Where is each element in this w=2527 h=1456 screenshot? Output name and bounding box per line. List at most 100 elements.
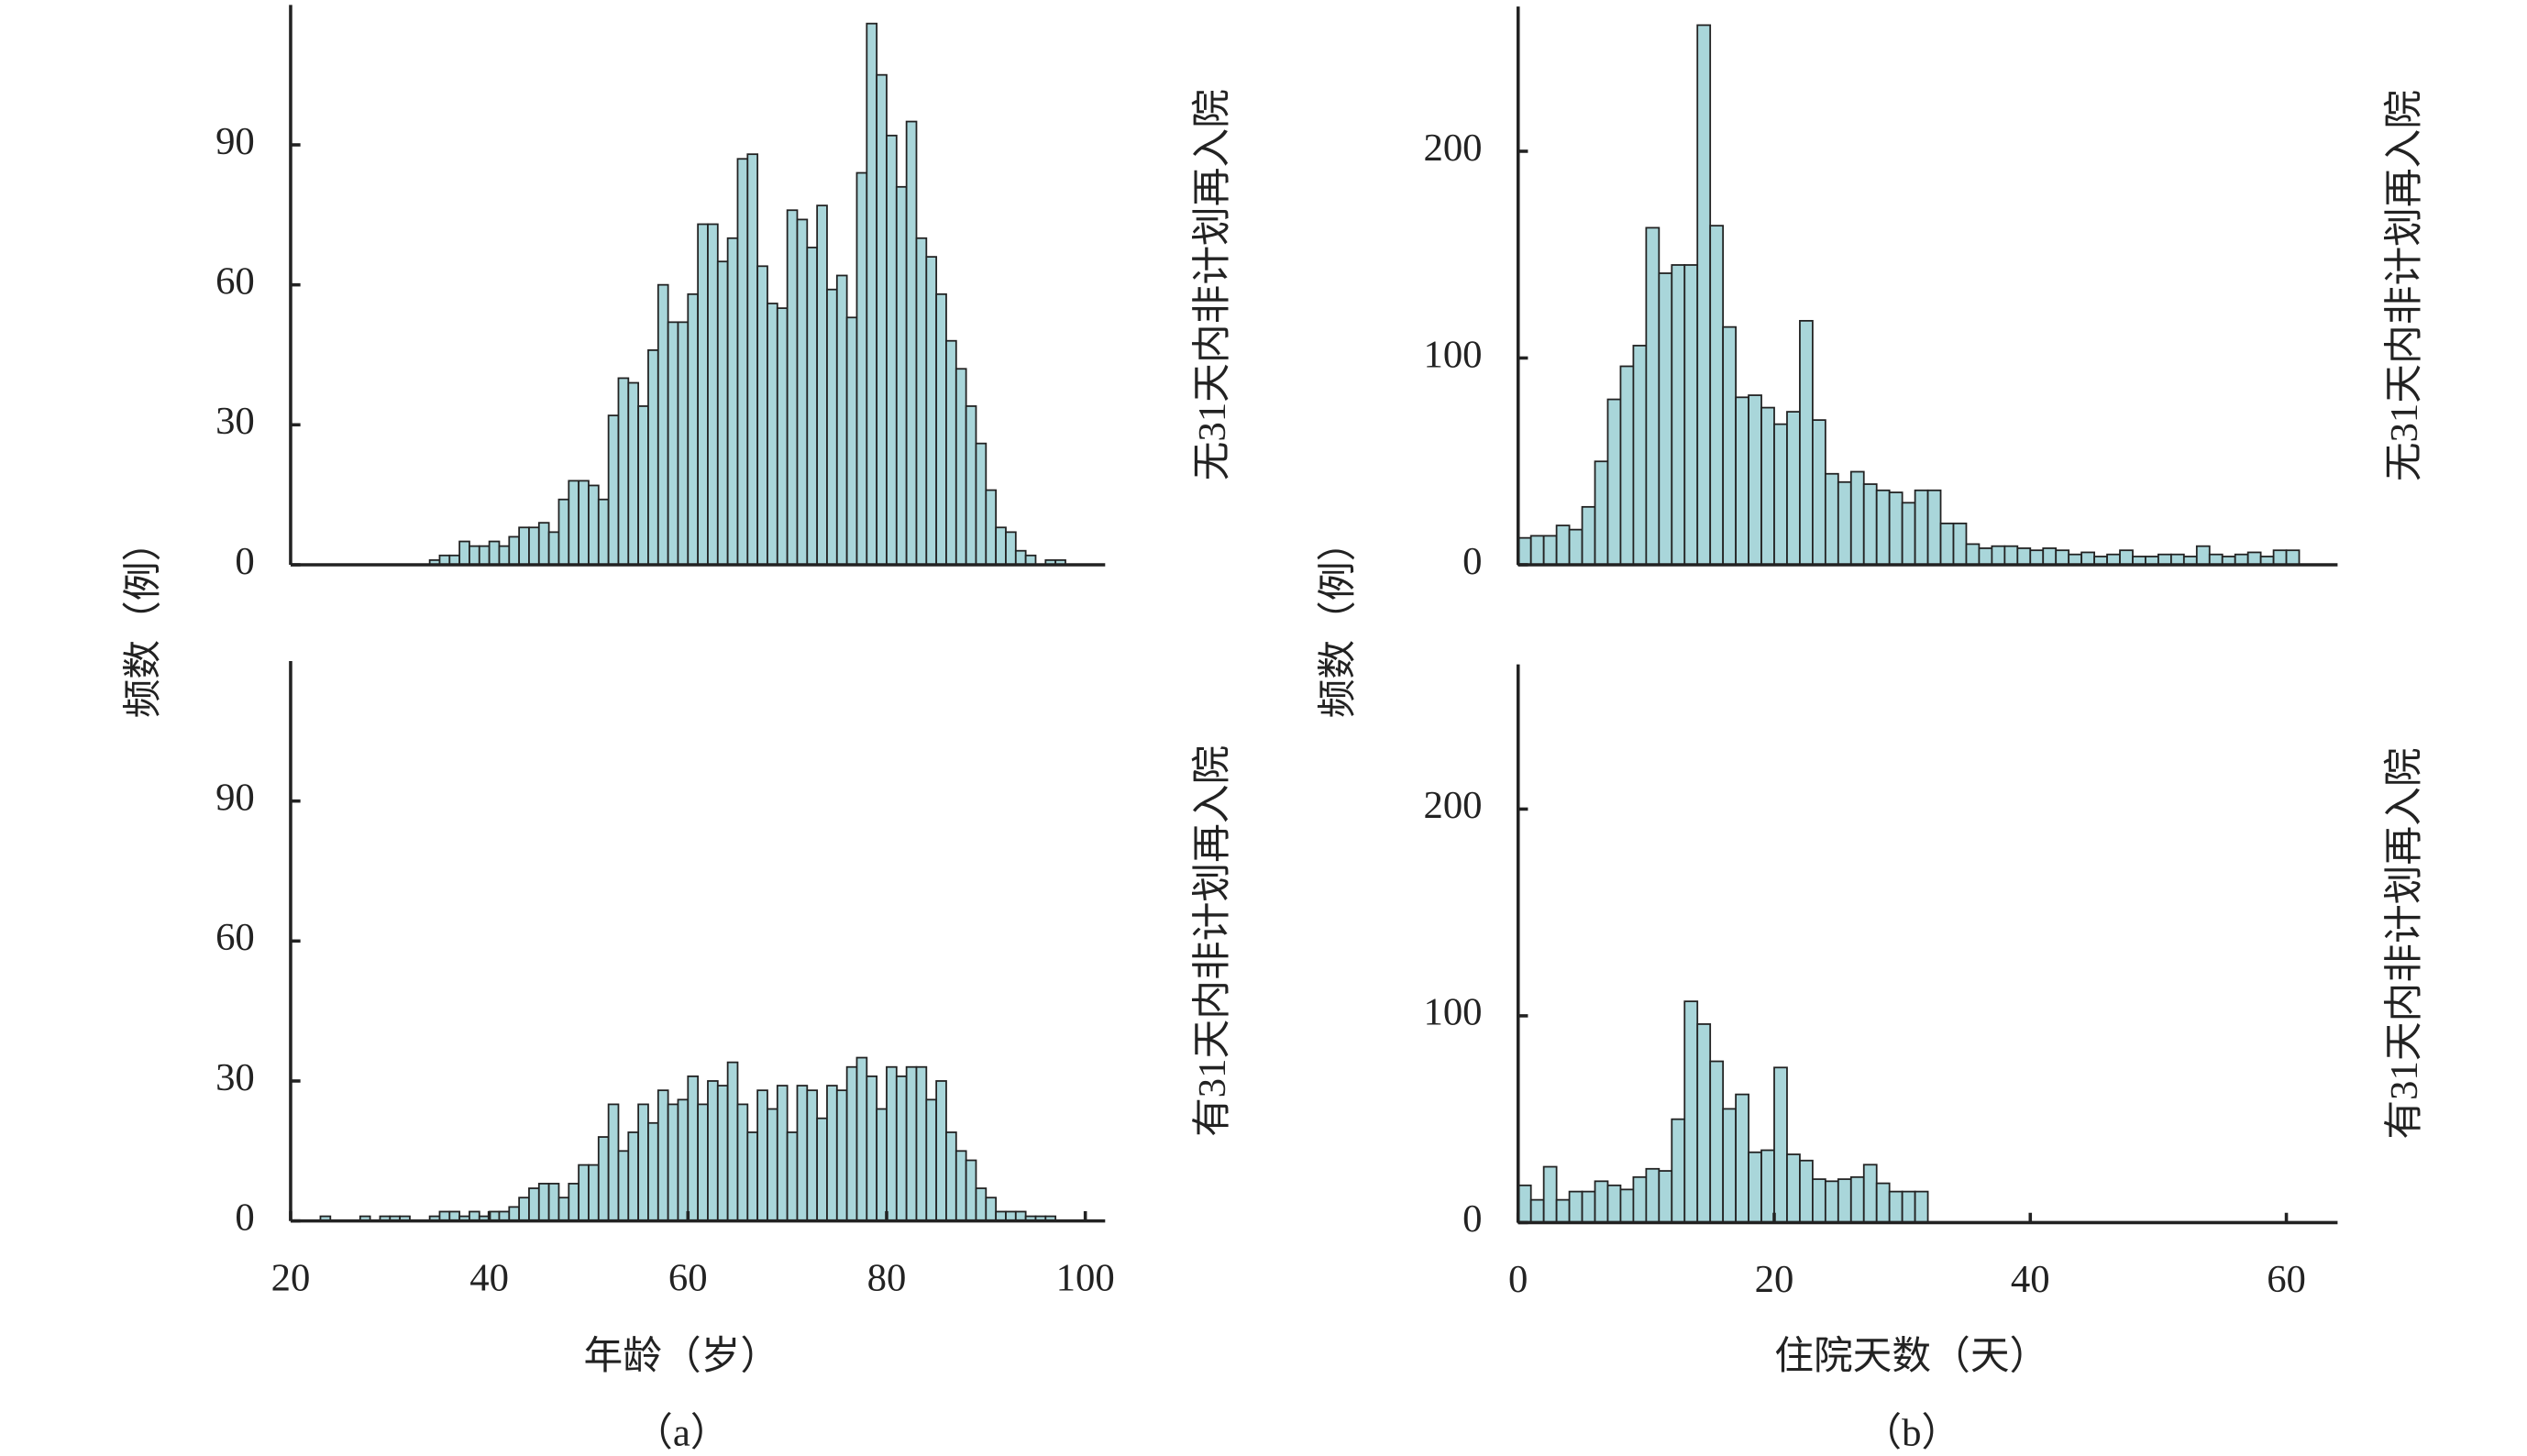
bar	[537, 1183, 550, 1222]
bar	[568, 480, 580, 566]
bar	[796, 218, 809, 566]
bar	[2003, 545, 2019, 566]
bar	[1594, 460, 1609, 566]
bar	[2055, 549, 2070, 566]
bar	[866, 22, 878, 566]
bar	[1619, 365, 1635, 566]
bar	[905, 1065, 918, 1222]
bar	[925, 256, 938, 566]
bar	[1005, 531, 1017, 566]
bar	[796, 1085, 809, 1222]
bar	[1555, 524, 1571, 566]
bar	[2119, 549, 2134, 566]
bar	[816, 1117, 828, 1222]
bar	[1786, 411, 1801, 566]
bar	[588, 484, 600, 566]
bar	[776, 307, 789, 566]
bar	[607, 1103, 620, 1222]
bar	[786, 209, 799, 566]
y-tick-label: 0	[1462, 1197, 1482, 1241]
bar	[637, 405, 649, 566]
bar	[845, 316, 858, 566]
bar	[1888, 1190, 1904, 1224]
x-axis-label: 住院天数（天）	[1774, 1334, 2048, 1378]
bar	[1542, 535, 1558, 566]
bar	[746, 153, 759, 566]
bar	[945, 1131, 957, 1222]
bar	[886, 1065, 898, 1222]
bar	[1671, 264, 1686, 566]
bar	[1837, 1178, 1852, 1224]
bar	[1914, 489, 1929, 566]
bar	[687, 1075, 700, 1222]
bar	[756, 1089, 768, 1222]
bar	[1760, 406, 1775, 566]
x-tick-label: 40	[2011, 1258, 2050, 1301]
bar	[2042, 547, 2058, 566]
x-tick-label: 20	[1755, 1258, 1794, 1301]
bar	[806, 247, 819, 566]
bar	[2272, 549, 2288, 566]
bar	[1914, 1190, 1929, 1224]
bar	[1632, 345, 1648, 566]
bar	[617, 1150, 630, 1222]
bar	[835, 274, 848, 566]
y-tick-label: 60	[215, 259, 255, 303]
bar	[806, 1089, 819, 1222]
bar	[855, 1056, 868, 1222]
bar	[826, 288, 838, 566]
bar	[607, 414, 620, 566]
bar	[776, 1085, 789, 1222]
bar	[886, 134, 898, 566]
bar	[866, 1075, 878, 1222]
bar	[1862, 483, 1878, 566]
bar	[588, 1164, 600, 1222]
bar	[826, 1085, 838, 1222]
bar	[568, 1183, 580, 1222]
bar	[935, 292, 947, 566]
bar	[647, 349, 659, 566]
bar	[1555, 1198, 1571, 1224]
bar	[965, 1159, 977, 1222]
bar	[876, 1108, 888, 1222]
bar	[1748, 394, 1762, 566]
bar	[925, 1098, 938, 1222]
bar	[1606, 398, 1622, 566]
bar	[1683, 1000, 1699, 1224]
bar	[1517, 1184, 1532, 1224]
bar	[697, 1103, 709, 1222]
bar	[1875, 489, 1891, 566]
bar	[895, 1075, 908, 1222]
bar	[975, 1187, 988, 1222]
bar	[1606, 1184, 1622, 1224]
side-label: 无31天内非计划再入院	[1190, 89, 1234, 480]
bar	[895, 185, 908, 566]
bar	[578, 1164, 590, 1222]
bar	[995, 526, 1007, 566]
bar	[458, 540, 470, 566]
bar	[547, 1183, 560, 1222]
bar	[498, 545, 511, 566]
bar	[1709, 1060, 1725, 1224]
side-label: 有31天内非计划再入院	[1190, 745, 1234, 1137]
bar	[816, 204, 828, 566]
bar	[1952, 522, 1968, 566]
bar	[1824, 472, 1839, 566]
bar	[945, 339, 957, 566]
bar	[985, 1197, 998, 1222]
bar	[767, 1108, 778, 1222]
bar	[677, 321, 690, 566]
bar	[935, 1080, 947, 1222]
bar	[1773, 423, 1788, 566]
bar	[2080, 551, 2095, 566]
bar	[1709, 225, 1725, 566]
y-tick-label: 0	[1462, 540, 1482, 583]
bar	[975, 442, 988, 566]
bar	[647, 1121, 659, 1222]
bar	[667, 321, 679, 566]
bar	[1529, 535, 1545, 566]
y-tick-label: 90	[215, 776, 255, 819]
y-tick-label: 0	[235, 1196, 254, 1239]
panel-caption: （b）	[1862, 1411, 1960, 1454]
bar	[597, 498, 610, 566]
